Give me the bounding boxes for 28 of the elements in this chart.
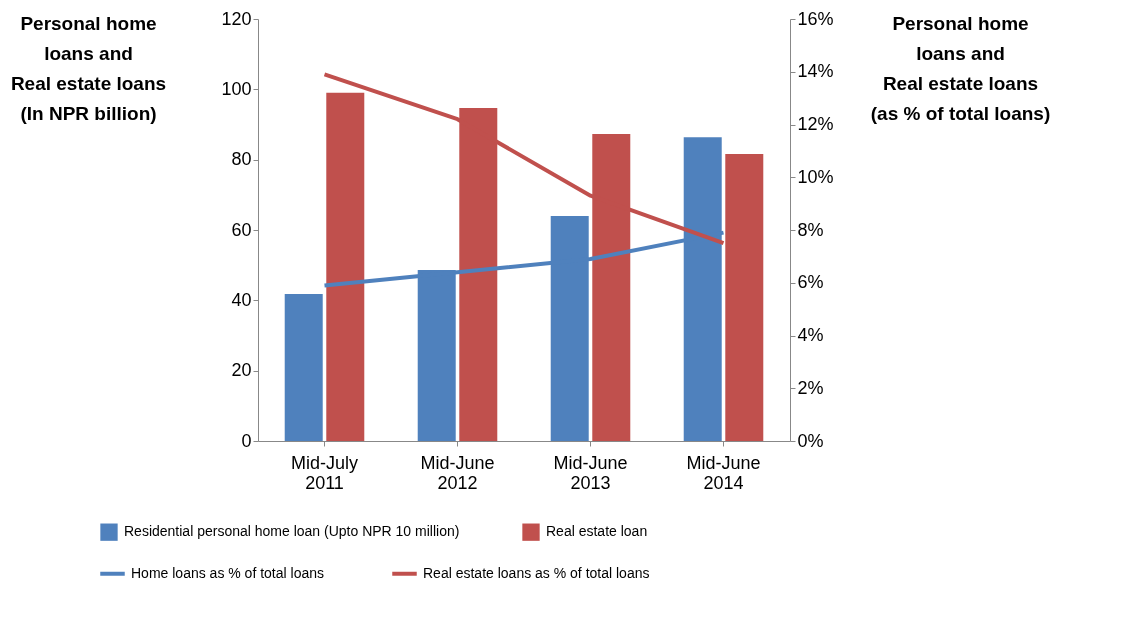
y2-tick-label: 10%	[797, 166, 834, 187]
x-tick-label: Mid-June 2014	[686, 452, 761, 493]
y2-tick-label: 14%	[797, 61, 834, 82]
x-tick-label: Mid-June 2012	[420, 452, 495, 493]
y2-tick-label: 8%	[797, 219, 824, 240]
x-tick-label: Mid-June 2013	[553, 452, 628, 493]
y2-tick-label: 6%	[797, 272, 824, 293]
legend-label: Real estate loan	[546, 523, 648, 540]
y2-tick-label: 4%	[797, 325, 824, 345]
y2-tick-label: 16%	[797, 8, 834, 29]
bar	[326, 92, 365, 441]
y2-tick-label: 2%	[797, 377, 824, 398]
y2-axis-title: Personal home loans and Real estate loans (as % of total loans)	[870, 12, 1051, 124]
y2-tick-label: 12%	[797, 114, 834, 134]
y-tick-label: 80	[231, 149, 252, 170]
y-tick-label: 20	[231, 360, 252, 381]
legend-label: Real estate loans as % of total loans	[423, 564, 650, 581]
y-tick-label: 0	[241, 430, 252, 451]
y-tick-label: 100	[221, 78, 252, 99]
legend-label: Residential personal home loan (Upto NPR 10 million)	[124, 523, 460, 540]
y-tick-label: 40	[231, 289, 252, 310]
y-axis-title: Personal home loans and Real estate loans (In NPR billion)	[10, 12, 167, 124]
y2-tick-label: 0%	[797, 430, 824, 451]
legend-label: Home loans as % of total loans	[131, 564, 324, 581]
bar	[284, 294, 323, 441]
y-tick-label: 60	[231, 219, 252, 240]
y-tick-label: 120	[221, 8, 252, 29]
x-tick-label: Mid-July 2011	[290, 452, 359, 493]
